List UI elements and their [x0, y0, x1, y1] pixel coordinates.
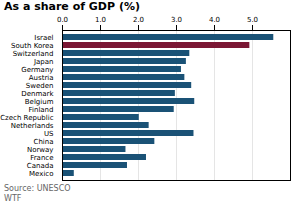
svg-text:Sweden: Sweden	[26, 82, 54, 90]
svg-text:Canada: Canada	[27, 162, 54, 170]
html-text:WTF: WTF	[4, 194, 22, 203]
svg-text:Germany: Germany	[21, 66, 53, 74]
svg-text:2.0: 2.0	[133, 16, 144, 24]
svg-text:Mexico: Mexico	[29, 170, 53, 178]
svg-text:Finland: Finland	[28, 106, 53, 114]
svg-text:France: France	[30, 154, 53, 162]
html-text:Source: UNESCO: Source: UNESCO	[4, 184, 71, 193]
svg-text:Switzerland: Switzerland	[13, 50, 54, 58]
svg-text:1.0: 1.0	[95, 16, 106, 24]
svg-text:Japan: Japan	[33, 58, 54, 66]
svg-text:Israel: Israel	[34, 34, 53, 42]
svg-text:Norway: Norway	[27, 146, 54, 154]
svg-text:China: China	[34, 138, 54, 146]
svg-text:3.0: 3.0	[171, 16, 182, 24]
svg-text:4.0: 4.0	[209, 16, 220, 24]
svg-text:Austria: Austria	[29, 74, 54, 82]
svg-text:US: US	[44, 130, 54, 138]
html-text:As a share of GDP (%): As a share of GDP (%)	[4, 0, 140, 13]
svg-text:Czech Republic: Czech Republic	[0, 114, 53, 122]
svg-text:Netherlands: Netherlands	[11, 122, 54, 130]
svg-text:5.0: 5.0	[247, 16, 258, 24]
svg-text:0.0: 0.0	[57, 16, 68, 24]
svg-text:Denmark: Denmark	[21, 90, 54, 98]
svg-text:South Korea: South Korea	[11, 42, 53, 50]
svg-text:Belgium: Belgium	[25, 98, 54, 106]
